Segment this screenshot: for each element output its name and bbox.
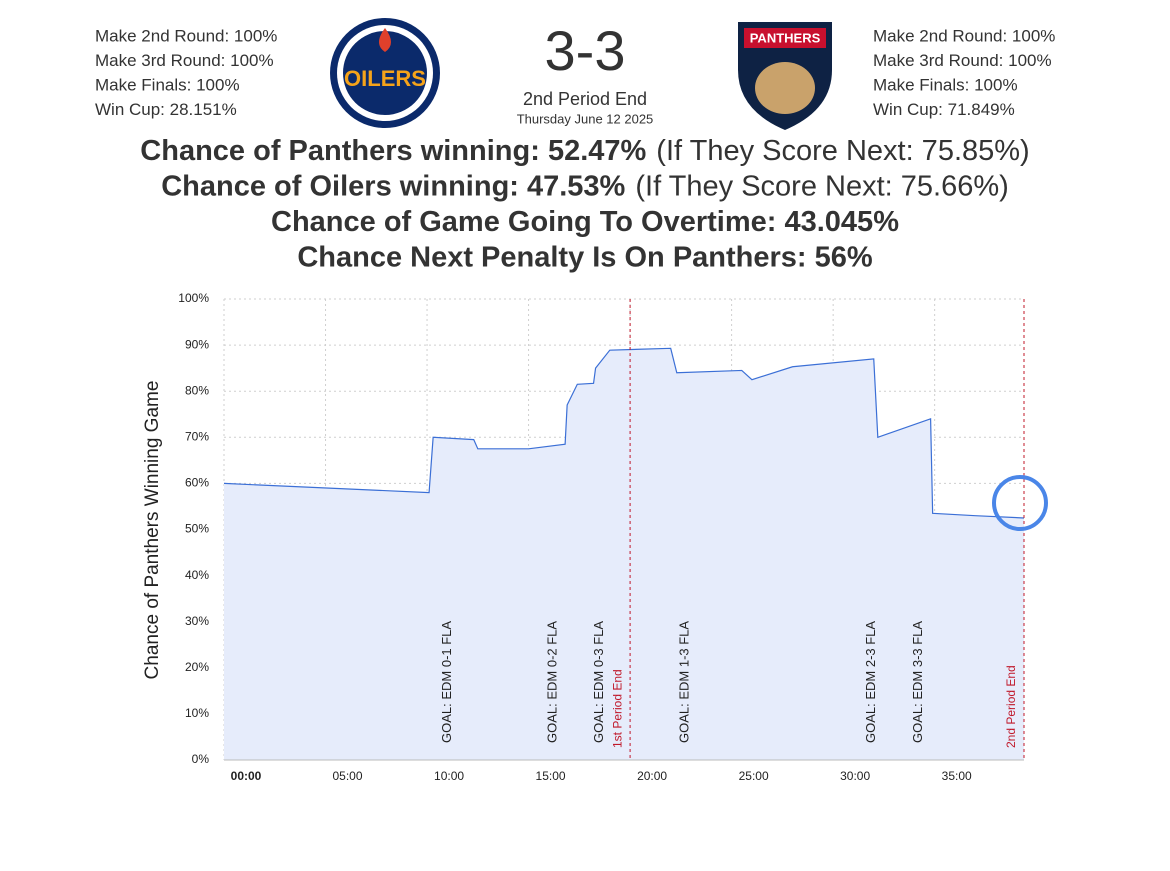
headline-note: (If They Score Next: 75.85%) (656, 135, 1029, 167)
y-tick-label: 20% (185, 660, 209, 674)
period-label: 1st Period End (610, 669, 624, 748)
headline: Chance of Panthers winning: 52.47% (If Th… (140, 135, 1029, 167)
y-axis-label: Chance of Panthers Winning Game (142, 381, 163, 680)
headline: Chance Next Penalty Is On Panthers: 56% (297, 241, 873, 273)
y-tick-label: 70% (185, 429, 209, 443)
logo-text: PANTHERS (750, 30, 821, 45)
date: Thursday June 12 2025 (517, 111, 654, 126)
headline-bold: Chance of Panthers winning: 52.47% (140, 135, 646, 167)
y-tick-label: 100% (178, 291, 209, 305)
panthers-logo: PANTHERS (738, 22, 832, 130)
headline: Chance of Oilers winning: 47.53% (If They… (161, 170, 1009, 202)
score: 3-3 (545, 19, 626, 82)
event-label: GOAL: EDM 0-2 FLA (544, 621, 559, 743)
x-tick-label: 30:00 (840, 769, 870, 783)
period: 2nd Period End (523, 89, 647, 109)
stat: Make 2nd Round: 100% (95, 26, 277, 45)
oilers-logo: OILERS (330, 18, 440, 128)
y-tick-label: 90% (185, 337, 209, 351)
x-tick-label: 00:00 (231, 769, 262, 783)
x-tick-label: 05:00 (333, 769, 363, 783)
stat: Win Cup: 28.151% (95, 100, 237, 119)
headline-bold: Chance Next Penalty Is On Panthers: 56% (297, 241, 873, 273)
x-tick-label: 10:00 (434, 769, 464, 783)
x-tick-label: 15:00 (536, 769, 566, 783)
stat: Make Finals: 100% (873, 75, 1018, 94)
headline-bold: Chance of Game Going To Overtime: 43.045… (271, 206, 899, 238)
stat: Make 3rd Round: 100% (95, 51, 274, 70)
y-tick-label: 30% (185, 614, 209, 628)
headline-note: (If They Score Next: 75.66%) (635, 170, 1008, 202)
y-tick-label: 80% (185, 383, 209, 397)
y-tick-label: 50% (185, 522, 209, 536)
y-tick-label: 0% (192, 752, 210, 766)
current-marker (992, 475, 1048, 531)
stat: Win Cup: 71.849% (873, 100, 1015, 119)
stat: Make Finals: 100% (95, 75, 240, 94)
line (223, 347, 1025, 519)
x-tick-label: 20:00 (637, 769, 667, 783)
area (224, 348, 1024, 760)
y-tick-label: 40% (185, 568, 209, 582)
event-label: GOAL: EDM 2-3 FLA (863, 621, 878, 743)
x-tick-label: 35:00 (942, 769, 972, 783)
event-label: GOAL: EDM 3-3 FLA (910, 621, 925, 743)
y-tick-label: 10% (185, 706, 209, 720)
y-tick-label: 60% (185, 476, 209, 490)
stat: Make 3rd Round: 100% (873, 51, 1052, 70)
event-label: GOAL: EDM 1-3 FLA (676, 621, 691, 743)
event-label: GOAL: EDM 0-3 FLA (591, 621, 606, 743)
event-label: GOAL: EDM 0-1 FLA (439, 621, 454, 743)
headline-bold: Chance of Oilers winning: 47.53% (161, 170, 625, 202)
period-label: 2nd Period End (1004, 665, 1018, 748)
headline: Chance of Game Going To Overtime: 43.045… (271, 206, 899, 238)
logo-text: OILERS (344, 66, 426, 91)
x-tick-label: 25:00 (739, 769, 769, 783)
stat: Make 2nd Round: 100% (873, 26, 1055, 45)
